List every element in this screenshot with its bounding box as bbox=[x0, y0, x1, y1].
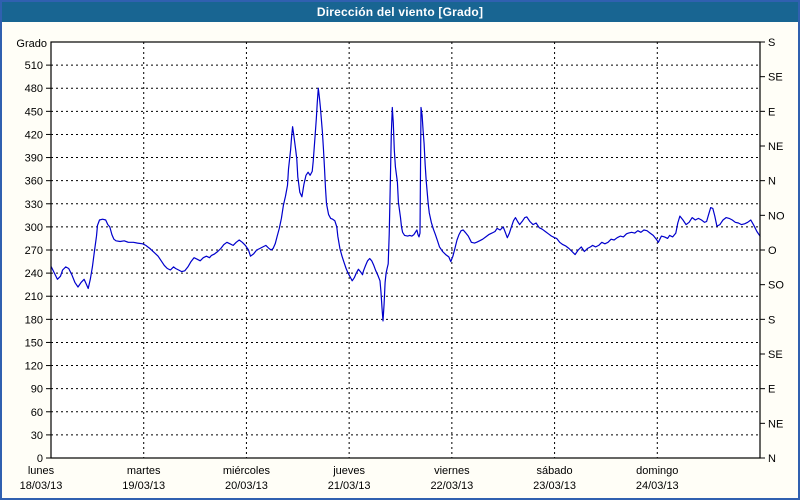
svg-text:SE: SE bbox=[768, 72, 783, 84]
svg-text:NE: NE bbox=[768, 418, 783, 430]
svg-text:450: 450 bbox=[25, 106, 43, 118]
svg-text:jueves: jueves bbox=[332, 465, 365, 477]
svg-text:19/03/13: 19/03/13 bbox=[122, 480, 165, 492]
svg-text:270: 270 bbox=[25, 245, 43, 257]
chart-area: 0 30 60 90 120 150 180 210 240 270 300 330 360 390 420… bbox=[2, 22, 798, 498]
svg-text:O: O bbox=[768, 245, 777, 257]
svg-text:NE: NE bbox=[768, 141, 783, 153]
svg-text:SE: SE bbox=[768, 349, 783, 361]
svg-text:23/03/13: 23/03/13 bbox=[533, 480, 576, 492]
svg-text:martes: martes bbox=[127, 465, 161, 477]
svg-text:30: 30 bbox=[31, 430, 43, 442]
svg-text:21/03/13: 21/03/13 bbox=[328, 480, 371, 492]
svg-text:210: 210 bbox=[25, 291, 43, 303]
svg-text:22/03/13: 22/03/13 bbox=[430, 480, 473, 492]
left-axis-title: Grado bbox=[16, 38, 47, 50]
wind-direction-line bbox=[50, 87, 761, 322]
svg-text:20/03/13: 20/03/13 bbox=[225, 480, 268, 492]
svg-text:sábado: sábado bbox=[537, 465, 573, 477]
svg-text:E: E bbox=[768, 106, 775, 118]
svg-text:0: 0 bbox=[37, 453, 43, 465]
svg-text:300: 300 bbox=[25, 222, 43, 234]
svg-text:510: 510 bbox=[25, 60, 43, 72]
right-axis-labels: N NE E SE S SO O NO N NE E SE S bbox=[760, 37, 785, 465]
svg-text:420: 420 bbox=[25, 129, 43, 141]
svg-text:240: 240 bbox=[25, 268, 43, 280]
svg-text:150: 150 bbox=[25, 337, 43, 349]
horizontal-gridlines bbox=[51, 64, 760, 436]
vertical-gridlines bbox=[143, 42, 658, 458]
svg-text:N: N bbox=[768, 453, 776, 465]
series bbox=[50, 87, 761, 322]
svg-text:SO: SO bbox=[768, 280, 784, 292]
svg-text:24/03/13: 24/03/13 bbox=[636, 480, 679, 492]
svg-text:miércoles: miércoles bbox=[223, 465, 271, 477]
svg-text:NO: NO bbox=[768, 210, 785, 222]
svg-text:480: 480 bbox=[25, 83, 43, 95]
svg-text:S: S bbox=[768, 37, 775, 49]
svg-text:180: 180 bbox=[25, 314, 43, 326]
left-axis-labels: 0 30 60 90 120 150 180 210 240 270 300 330 360 390 420… bbox=[25, 60, 51, 465]
svg-text:18/03/13: 18/03/13 bbox=[20, 480, 63, 492]
svg-text:E: E bbox=[768, 384, 775, 396]
chart-title: Dirección del viento [Grado] bbox=[316, 5, 484, 19]
svg-text:lunes: lunes bbox=[28, 465, 55, 477]
svg-text:390: 390 bbox=[25, 153, 43, 165]
svg-text:90: 90 bbox=[31, 384, 43, 396]
svg-text:60: 60 bbox=[31, 407, 43, 419]
svg-text:viernes: viernes bbox=[434, 465, 470, 477]
svg-text:330: 330 bbox=[25, 199, 43, 211]
svg-text:S: S bbox=[768, 314, 775, 326]
svg-text:120: 120 bbox=[25, 361, 43, 373]
title-bar: Dirección del viento [Grado] bbox=[2, 2, 798, 22]
svg-text:domingo: domingo bbox=[636, 465, 678, 477]
wind-direction-chart: 0 30 60 90 120 150 180 210 240 270 300 330 360 390 420… bbox=[16, 37, 785, 492]
svg-text:360: 360 bbox=[25, 176, 43, 188]
svg-text:N: N bbox=[768, 176, 776, 188]
svg-text:Grado: Grado bbox=[16, 38, 47, 50]
x-axis-labels: lunes 18/03/13 martes 19/03/13 miércoles 20/0… bbox=[20, 465, 679, 492]
